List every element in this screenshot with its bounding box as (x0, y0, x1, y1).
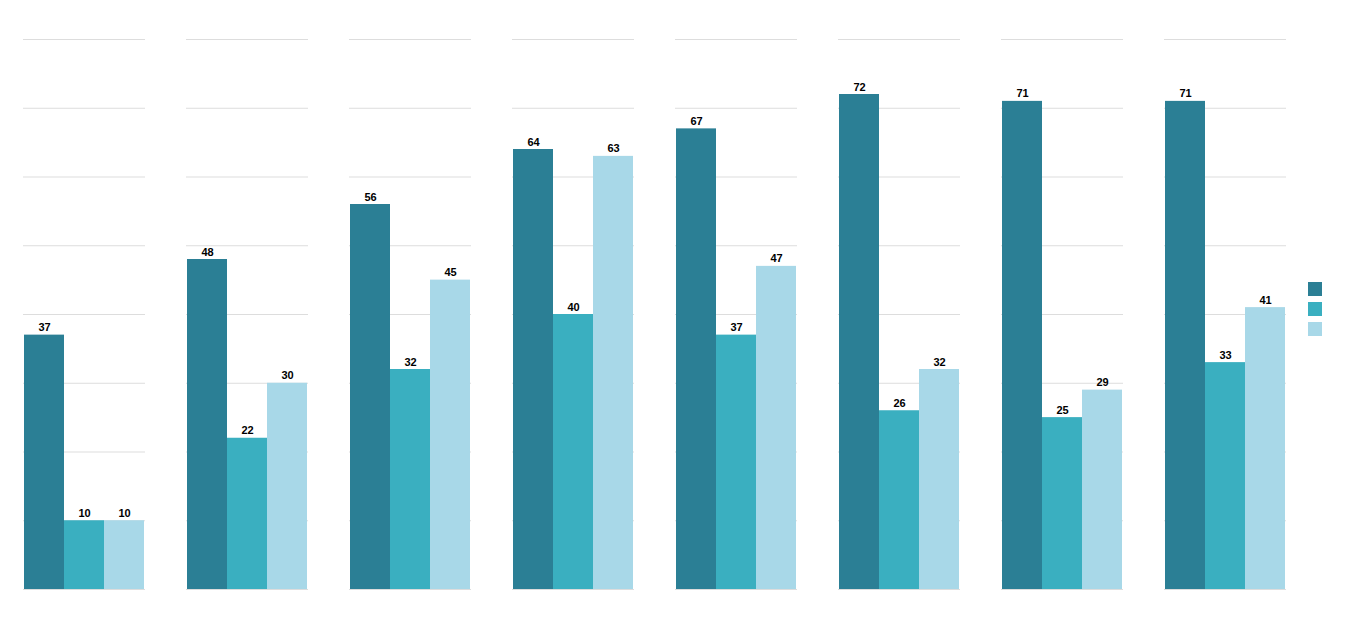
svg-text:41: 41 (1259, 293, 1271, 305)
svg-text:22: 22 (241, 424, 253, 436)
svg-text:33: 33 (1219, 348, 1231, 360)
svg-text:10: 10 (118, 506, 130, 518)
svg-text:48: 48 (201, 245, 213, 257)
svg-text:72: 72 (853, 80, 865, 92)
svg-text:26: 26 (893, 396, 905, 408)
svg-text:25: 25 (1056, 403, 1068, 415)
svg-text:63: 63 (607, 142, 619, 154)
svg-text:10: 10 (78, 506, 90, 518)
svg-text:71: 71 (1016, 87, 1028, 99)
svg-text:47: 47 (770, 252, 782, 264)
svg-text:56: 56 (364, 190, 376, 202)
svg-text:29: 29 (1096, 376, 1108, 388)
svg-text:32: 32 (933, 355, 945, 367)
svg-text:30: 30 (281, 369, 293, 381)
svg-text:45: 45 (444, 266, 456, 278)
svg-text:37: 37 (38, 321, 50, 333)
svg-text:67: 67 (690, 114, 702, 126)
svg-text:32: 32 (404, 355, 416, 367)
svg-text:64: 64 (527, 135, 540, 147)
svg-text:71: 71 (1179, 87, 1191, 99)
svg-text:37: 37 (730, 321, 742, 333)
svg-text:40: 40 (567, 300, 579, 312)
